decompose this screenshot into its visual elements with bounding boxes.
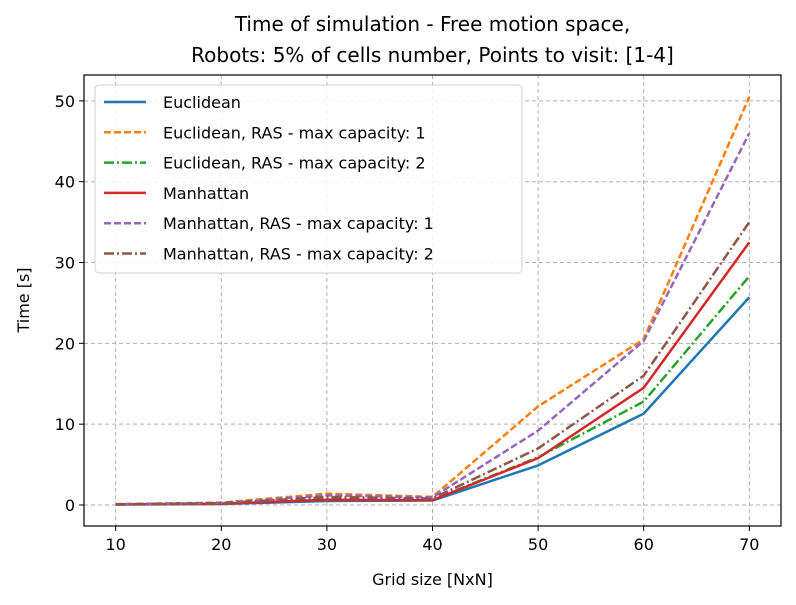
legend-item: Manhattan, RAS - max capacity: 2 [104, 245, 434, 264]
legend-item: Euclidean [104, 93, 241, 112]
y-tick-label: 10 [55, 415, 75, 434]
chart-title-line-2: Robots: 5% of cells number, Points to vi… [191, 43, 674, 67]
legend-item: Euclidean, RAS - max capacity: 1 [104, 123, 426, 142]
x-tick-label: 20 [211, 535, 231, 554]
legend-item: Manhattan [104, 184, 249, 203]
x-tick-label: 30 [317, 535, 337, 554]
x-axis-ticks: 10 20 30 40 50 60 70 [106, 526, 759, 554]
y-tick-label: 40 [55, 173, 75, 192]
legend-label: Manhattan, RAS - max capacity: 1 [163, 214, 434, 233]
legend-item: Euclidean, RAS - max capacity: 2 [104, 154, 426, 173]
legend-box [94, 84, 523, 274]
series-lines [115, 96, 751, 506]
y-axis-ticks: 0 10 20 30 40 50 [55, 92, 84, 515]
legend: Euclidean Euclidean, RAS - max capacity: … [94, 84, 523, 274]
y-tick-label: 30 [55, 254, 75, 273]
series-line-5 [115, 221, 751, 506]
legend-label: Euclidean, RAS - max capacity: 2 [163, 154, 426, 173]
y-tick-label: 50 [55, 92, 75, 111]
chart-title-line-1: Time of simulation - Free motion space, [234, 12, 630, 36]
x-tick-label: 70 [739, 535, 759, 554]
x-axis-label: Grid size [NxN] [372, 570, 493, 589]
legend-label: Manhattan, RAS - max capacity: 2 [163, 245, 434, 264]
legend-label: Euclidean [163, 93, 241, 112]
legend-label: Euclidean, RAS - max capacity: 1 [163, 123, 426, 142]
x-tick-label: 50 [528, 535, 548, 554]
x-tick-label: 10 [106, 535, 126, 554]
legend-label: Manhattan [163, 184, 249, 203]
chart-title: Time of simulation - Free motion space, … [191, 12, 674, 67]
x-tick-label: 60 [634, 535, 654, 554]
series-line-4 [115, 132, 751, 506]
y-tick-label: 20 [55, 334, 75, 353]
y-axis-label: Time [s] [14, 267, 33, 333]
x-tick-label: 40 [422, 535, 442, 554]
legend-item: Manhattan, RAS - max capacity: 1 [104, 214, 434, 233]
y-tick-label: 0 [65, 496, 75, 515]
grid-lines [84, 75, 781, 526]
